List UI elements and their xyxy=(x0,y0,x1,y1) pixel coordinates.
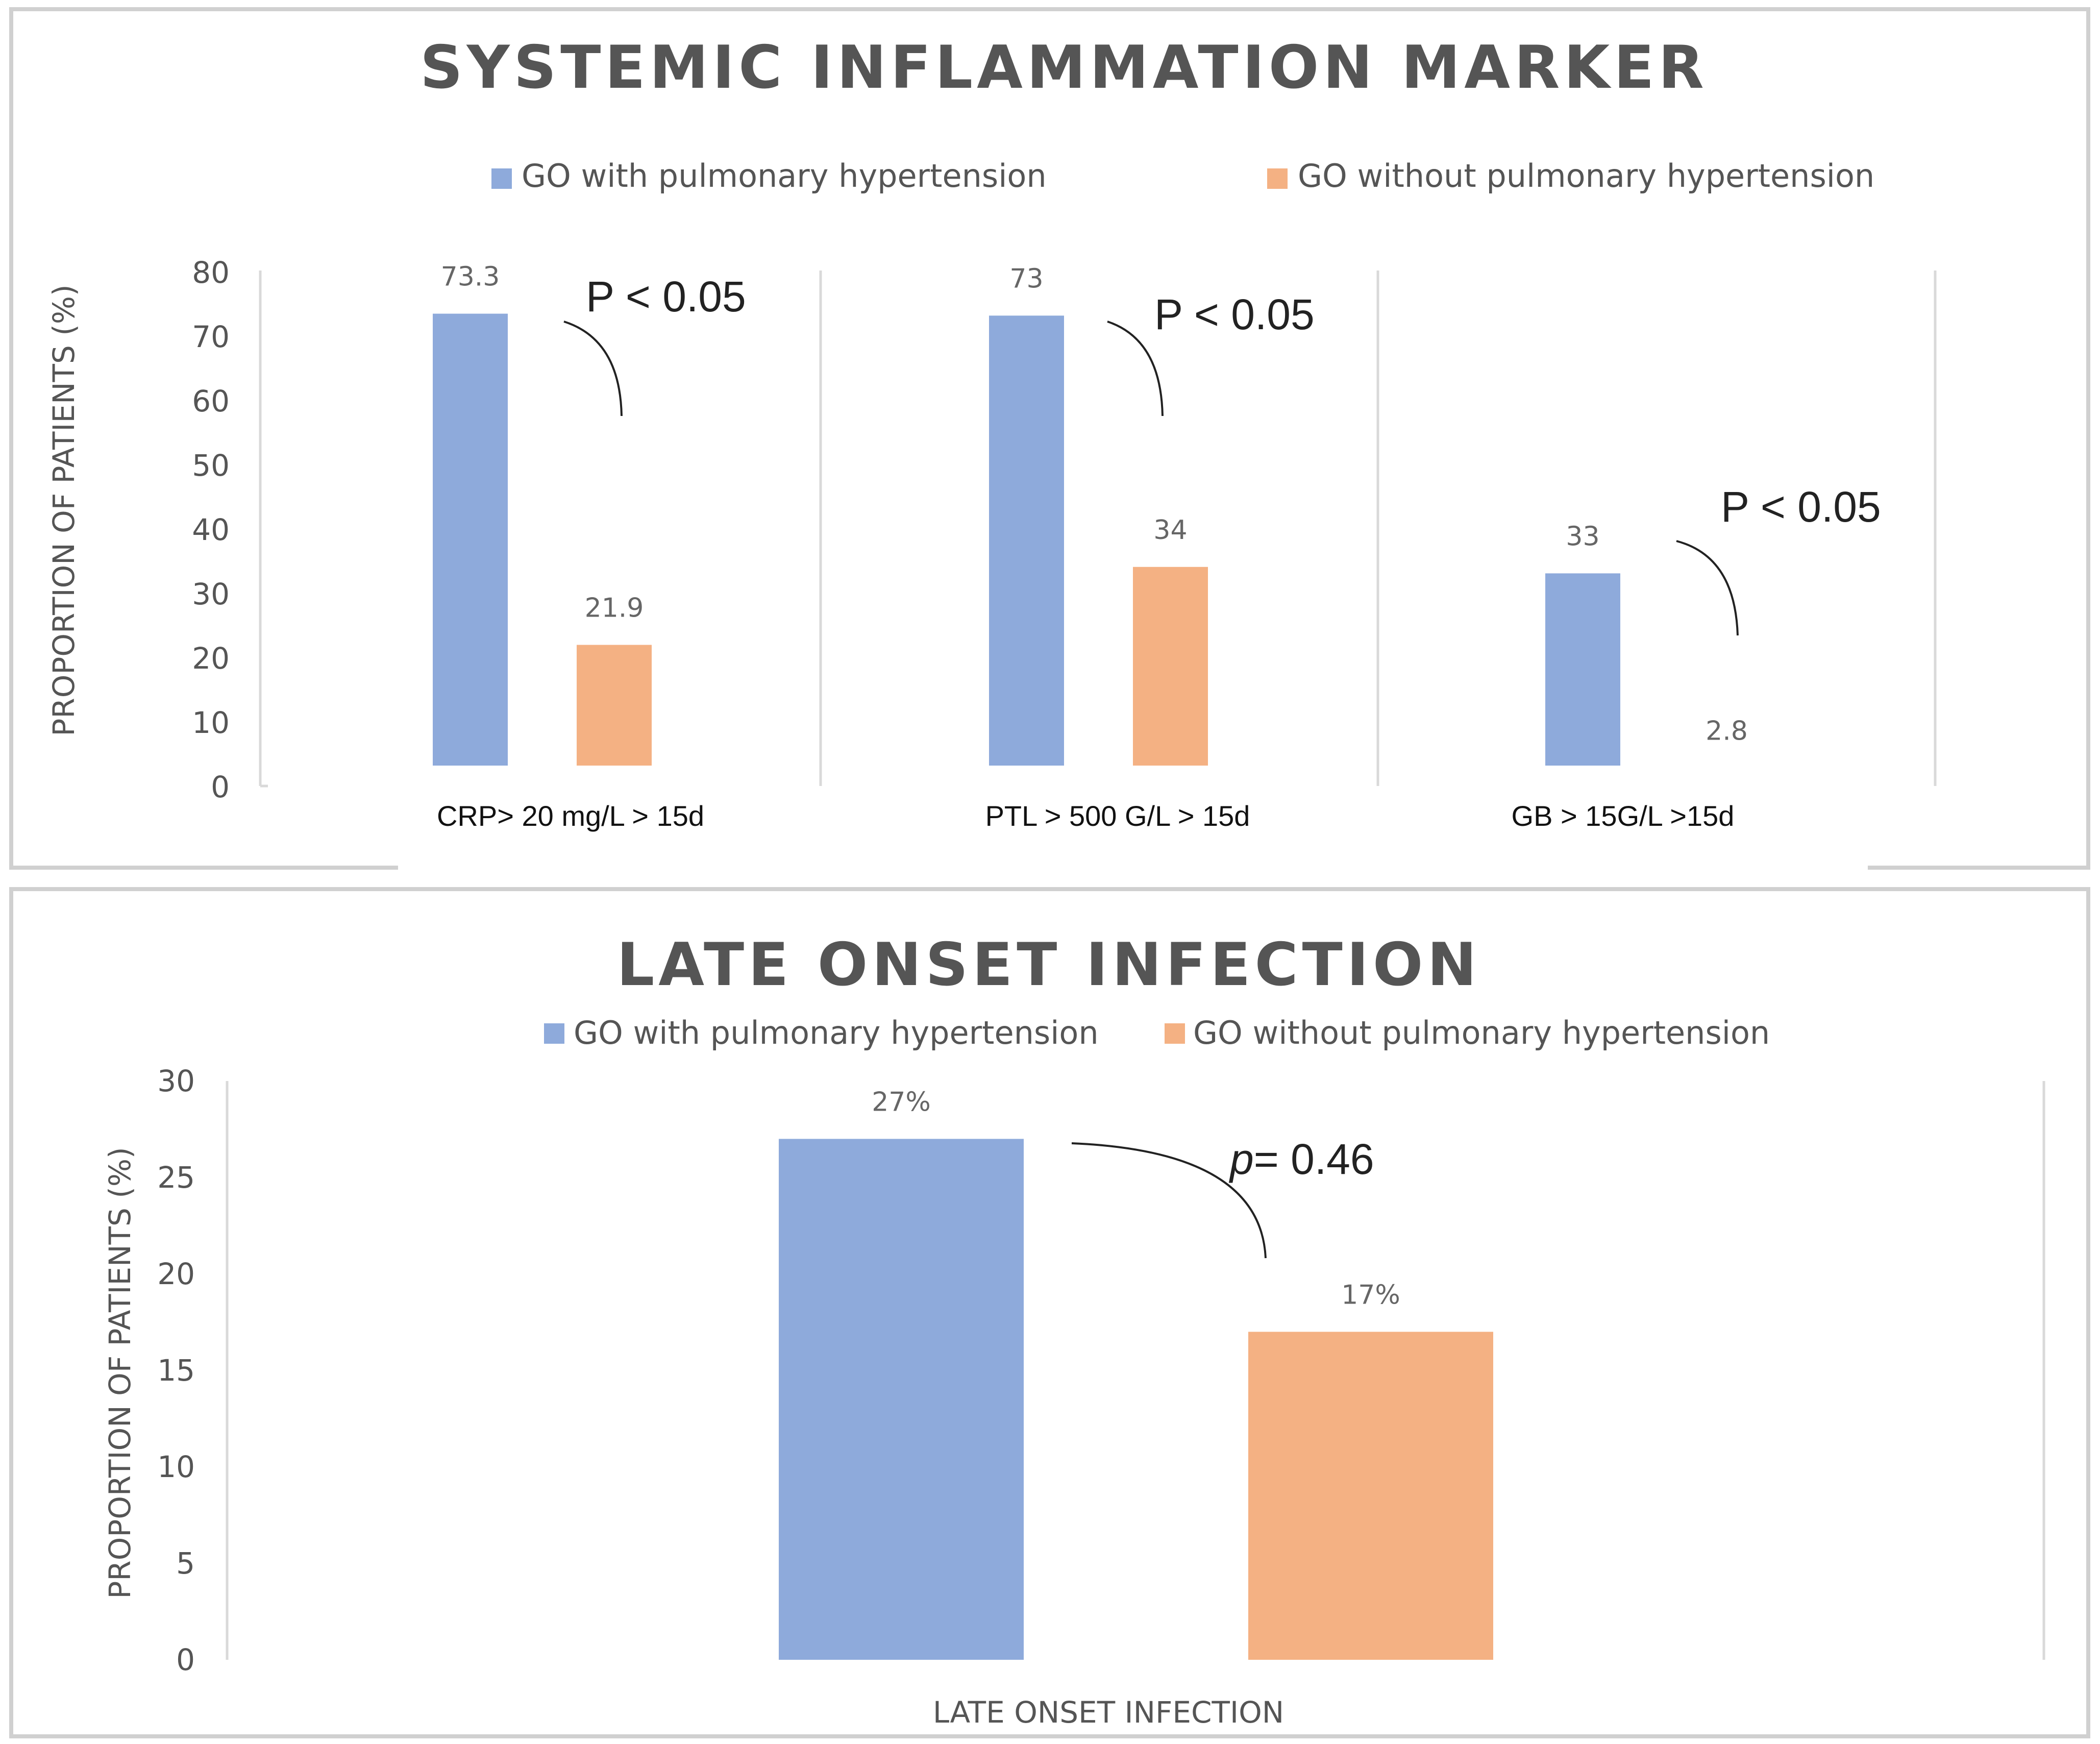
chart2-bar-with-ph xyxy=(779,1139,1024,1660)
chart1-legend: GO with pulmonary hypertension GO withou… xyxy=(491,157,1874,194)
top-panel-bottom-mask xyxy=(398,857,1868,878)
chart1-legend-label-b: GO without pulmonary hypertension xyxy=(1298,157,1874,194)
chart1-pvalue-label: P < 0.05 xyxy=(1154,290,1315,338)
chart1-legend-label-a: GO with pulmonary hypertension xyxy=(522,157,1047,194)
chart1-pvalue-curve xyxy=(563,321,623,416)
chart2-ylabel: PROPORTION OF PATIENTS (%) xyxy=(103,1147,137,1599)
chart2-yticks: 0 5 10 15 20 25 30 xyxy=(157,1064,195,1677)
chart2-legend-swatch-b xyxy=(1165,1023,1185,1044)
chart1-data-label: 34 xyxy=(1153,515,1187,546)
chart2-ytick: 10 xyxy=(157,1450,195,1484)
chart-late-onset-infection: LATE ONSET INFECTION GO with pulmonary h… xyxy=(103,930,2045,1730)
chart2-pvalue-curve xyxy=(1071,1142,1267,1259)
chart1-yticks: 0 10 20 30 40 50 60 70 80 xyxy=(192,255,230,804)
chart1-data-label: 73 xyxy=(1009,263,1043,294)
chart1-bar-gb-with-ph xyxy=(1545,573,1620,766)
chart1-data-label: 21.9 xyxy=(585,593,644,624)
chart1-data-label: 73.3 xyxy=(441,262,500,292)
chart2-ytick: 30 xyxy=(157,1064,195,1098)
chart1-pvalue-label: P < 0.05 xyxy=(1721,483,1881,531)
chart1-pvalue-curve xyxy=(1107,321,1164,416)
chart2-legend-swatch-a xyxy=(544,1023,564,1044)
chart1-data-label: 33 xyxy=(1566,521,1599,552)
chart2-bar-without-ph xyxy=(1248,1332,1493,1660)
chart1-bar-crp-with-ph xyxy=(433,313,508,766)
chart2-legend: GO with pulmonary hypertension GO withou… xyxy=(544,1014,1770,1051)
chart1-pvalue-curve xyxy=(1676,540,1739,636)
chart1-category-label: PTL > 500 G/L > 15d xyxy=(985,800,1250,832)
chart2-ytick: 15 xyxy=(157,1353,195,1388)
chart1-ytick: 60 xyxy=(192,384,230,419)
chart1-ytick: 10 xyxy=(192,705,230,740)
bottom-panel-frame xyxy=(9,887,2090,1738)
chart1-category-label: GB > 15G/L >15d xyxy=(1512,800,1735,832)
chart-systemic-inflammation: SYSTEMIC INFLAMMATION MARKER GO with pul… xyxy=(46,33,1937,832)
chart2-ytick: 20 xyxy=(157,1257,195,1291)
chart1-title: SYSTEMIC INFLAMMATION MARKER xyxy=(420,33,1708,102)
chart1-category-label: CRP> 20 mg/L > 15d xyxy=(437,800,704,832)
chart1-ytick: 0 xyxy=(211,770,230,804)
chart1-legend-swatch-b xyxy=(1267,168,1288,189)
chart1-ytick: 40 xyxy=(192,512,230,547)
chart2-ytick: 0 xyxy=(176,1642,195,1677)
chart2-ytick: 5 xyxy=(176,1546,195,1581)
chart2-legend-label-a: GO with pulmonary hypertension xyxy=(574,1014,1099,1051)
chart1-bar-ptl-with-ph xyxy=(989,315,1064,766)
chart1-legend-swatch-a xyxy=(491,168,512,189)
chart1-ytick: 70 xyxy=(192,320,230,354)
chart2-pvalue-italic: p xyxy=(1228,1135,1254,1183)
chart2-pvalue-rest: = 0.46 xyxy=(1254,1135,1374,1183)
chart2-legend-label-b: GO without pulmonary hypertension xyxy=(1193,1014,1770,1051)
chart1-ytick: 50 xyxy=(192,448,230,483)
chart2-ytick: 25 xyxy=(157,1160,195,1195)
chart1-ylabel: PROPORTION OF PATIENTS (%) xyxy=(46,284,81,736)
chart2-category-label: LATE ONSET INFECTION xyxy=(933,1695,1284,1730)
chart2-title: LATE ONSET INFECTION xyxy=(616,930,1480,999)
chart1-ytick: 20 xyxy=(192,641,230,676)
chart1-bar-ptl-without-ph xyxy=(1133,567,1208,766)
chart1-ytick: 30 xyxy=(192,577,230,611)
chart2-data-label: 17% xyxy=(1341,1280,1400,1310)
chart1-data-label: 2.8 xyxy=(1706,716,1748,747)
chart2-data-label: 27% xyxy=(872,1087,931,1117)
chart1-pvalue-label: P < 0.05 xyxy=(586,273,746,321)
chart1-ytick: 80 xyxy=(192,255,230,290)
chart2-pvalue-label: p= 0.46 xyxy=(1228,1135,1374,1183)
chart1-bar-crp-without-ph xyxy=(577,645,652,766)
